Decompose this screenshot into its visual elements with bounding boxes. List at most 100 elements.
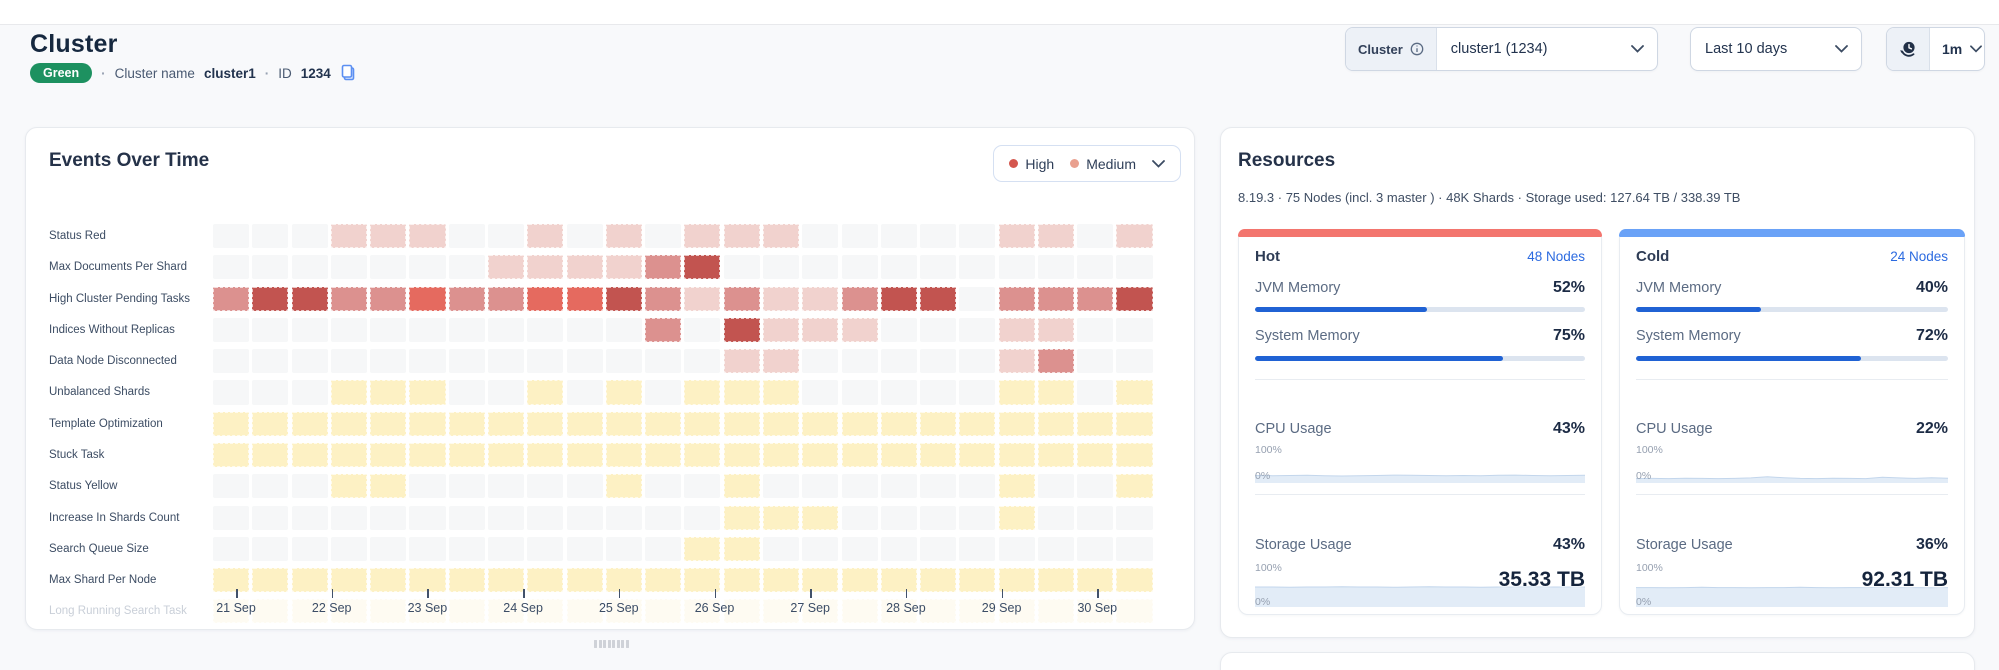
heatmap-cell[interactable]: [527, 224, 564, 249]
heatmap-cell[interactable]: [527, 411, 564, 436]
heatmap-cell[interactable]: [841, 286, 878, 311]
heatmap-cell[interactable]: [605, 224, 642, 249]
tier-nodes-link[interactable]: 48 Nodes: [1527, 249, 1585, 264]
heatmap-cell[interactable]: [409, 224, 446, 249]
heatmap-cell[interactable]: [880, 411, 917, 436]
heatmap-cell[interactable]: [1116, 568, 1153, 593]
cluster-select[interactable]: Cluster cluster1 (1234): [1345, 27, 1658, 71]
heatmap-cell[interactable]: [998, 286, 1035, 311]
heatmap-cell[interactable]: [802, 505, 839, 530]
heatmap-cell[interactable]: [762, 505, 800, 530]
heatmap-cell[interactable]: [448, 411, 485, 436]
heatmap-cell[interactable]: [409, 411, 446, 436]
heatmap-cell[interactable]: [684, 568, 721, 593]
heatmap-cell[interactable]: [1037, 224, 1074, 249]
heatmap-cell[interactable]: [448, 568, 485, 593]
heatmap-cell[interactable]: [723, 442, 760, 468]
heatmap-cell[interactable]: [252, 599, 289, 624]
heatmap-cell[interactable]: [566, 442, 603, 468]
heatmap-cell[interactable]: [527, 568, 564, 593]
heatmap-cell[interactable]: [1037, 599, 1074, 624]
heatmap-cell[interactable]: [723, 474, 760, 499]
heatmap-cell[interactable]: [841, 317, 878, 342]
heatmap-cell[interactable]: [998, 599, 1035, 624]
heatmap-cell[interactable]: [487, 568, 525, 593]
auto-refresh-control[interactable]: 1m: [1886, 27, 1985, 71]
heatmap-cell[interactable]: [605, 599, 642, 624]
heatmap-cell[interactable]: [1037, 568, 1074, 593]
heatmap-cell[interactable]: [527, 599, 564, 624]
heatmap-cell[interactable]: [370, 411, 407, 436]
heatmap-cell[interactable]: [723, 380, 760, 405]
heatmap-cell[interactable]: [213, 442, 250, 468]
heatmap-cell[interactable]: [252, 411, 289, 436]
heatmap-cell[interactable]: [684, 536, 721, 561]
heatmap-cell[interactable]: [920, 286, 957, 311]
heatmap-cell[interactable]: [762, 442, 800, 468]
heatmap-cell[interactable]: [1037, 380, 1074, 405]
heatmap-cell[interactable]: [841, 599, 878, 624]
heatmap-cell[interactable]: [370, 224, 407, 249]
heatmap-cell[interactable]: [841, 411, 878, 436]
heatmap-cell[interactable]: [1116, 286, 1153, 311]
heatmap-cell[interactable]: [566, 411, 603, 436]
heatmap-cell[interactable]: [330, 286, 367, 311]
heatmap-cell[interactable]: [1077, 442, 1114, 468]
heatmap-cell[interactable]: [998, 474, 1035, 499]
heatmap-cell[interactable]: [527, 442, 564, 468]
panel-resize-grip[interactable]: [594, 640, 629, 648]
heatmap-cell[interactable]: [998, 224, 1035, 249]
heatmap-cell[interactable]: [723, 599, 760, 624]
heatmap-cell[interactable]: [330, 224, 367, 249]
heatmap-cell[interactable]: [684, 599, 721, 624]
heatmap-cell[interactable]: [684, 255, 721, 280]
heatmap-cell[interactable]: [998, 442, 1035, 468]
heatmap-cell[interactable]: [527, 255, 564, 280]
heatmap-cell[interactable]: [213, 286, 250, 311]
heatmap-cell[interactable]: [605, 411, 642, 436]
heatmap-cell[interactable]: [487, 442, 525, 468]
heatmap-cell[interactable]: [1077, 599, 1114, 624]
heatmap-cell[interactable]: [762, 568, 800, 593]
heatmap-cell[interactable]: [566, 255, 603, 280]
heatmap-cell[interactable]: [487, 411, 525, 436]
heatmap-cell[interactable]: [1037, 349, 1074, 374]
heatmap-cell[interactable]: [1116, 599, 1153, 624]
heatmap-cell[interactable]: [802, 599, 839, 624]
heatmap-cell[interactable]: [1077, 411, 1114, 436]
heatmap-cell[interactable]: [1116, 224, 1153, 249]
heatmap-cell[interactable]: [920, 442, 957, 468]
heatmap-cell[interactable]: [959, 442, 996, 468]
heatmap-cell[interactable]: [645, 568, 682, 593]
heatmap-cell[interactable]: [998, 317, 1035, 342]
heatmap-cell[interactable]: [880, 286, 917, 311]
heatmap-cell[interactable]: [409, 568, 446, 593]
heatmap-cell[interactable]: [762, 349, 800, 374]
heatmap-cell[interactable]: [802, 568, 839, 593]
heatmap-cell[interactable]: [959, 599, 996, 624]
heatmap-cell[interactable]: [723, 286, 760, 311]
heatmap-cell[interactable]: [566, 599, 603, 624]
heatmap-cell[interactable]: [370, 442, 407, 468]
heatmap-cell[interactable]: [880, 442, 917, 468]
heatmap-cell[interactable]: [409, 442, 446, 468]
heatmap-cell[interactable]: [448, 599, 485, 624]
heatmap-cell[interactable]: [566, 286, 603, 311]
heatmap-cell[interactable]: [998, 568, 1035, 593]
heatmap-cell[interactable]: [959, 568, 996, 593]
heatmap-cell[interactable]: [330, 599, 367, 624]
heatmap-cell[interactable]: [998, 349, 1035, 374]
heatmap-cell[interactable]: [723, 317, 760, 342]
heatmap-cell[interactable]: [605, 568, 642, 593]
heatmap-cell[interactable]: [252, 442, 289, 468]
heatmap-cell[interactable]: [330, 474, 367, 499]
heatmap-cell[interactable]: [605, 255, 642, 280]
heatmap-cell[interactable]: [487, 286, 525, 311]
heatmap-cell[interactable]: [723, 568, 760, 593]
heatmap-cell[interactable]: [605, 380, 642, 405]
heatmap-cell[interactable]: [409, 380, 446, 405]
heatmap-cell[interactable]: [487, 599, 525, 624]
heatmap-cell[interactable]: [291, 442, 328, 468]
heatmap-cell[interactable]: [723, 349, 760, 374]
heatmap-cell[interactable]: [330, 442, 367, 468]
